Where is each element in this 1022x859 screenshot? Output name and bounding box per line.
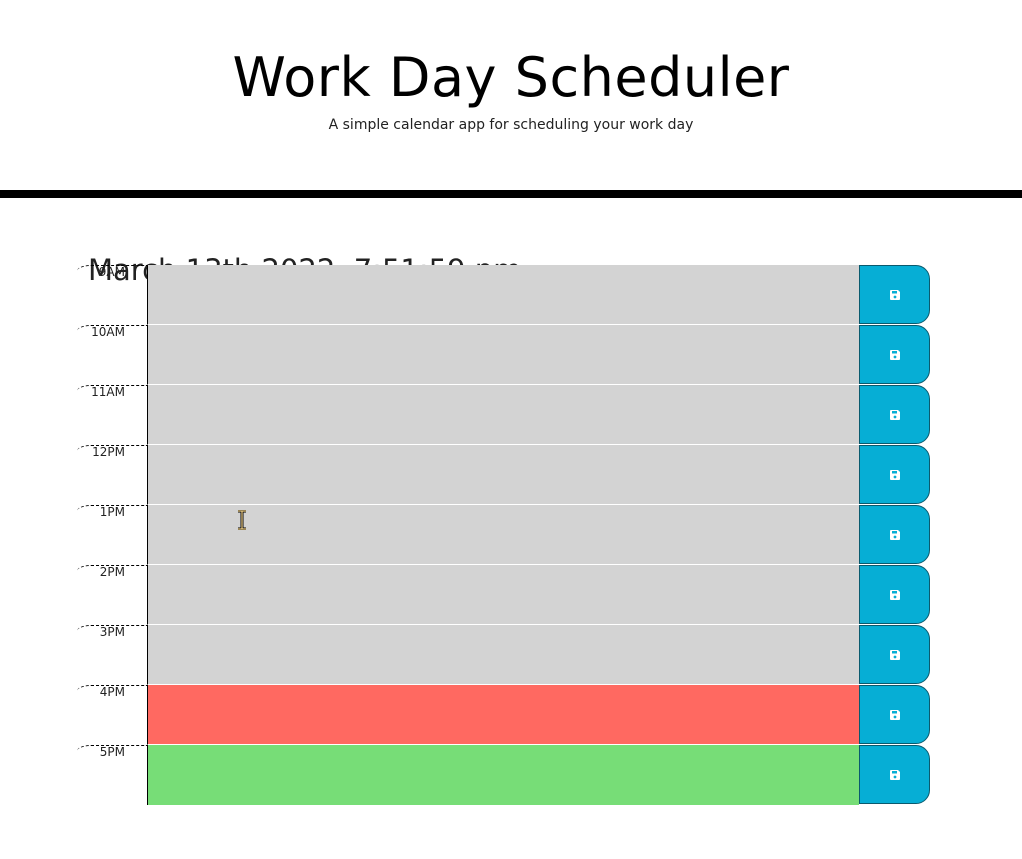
event-textarea[interactable] xyxy=(147,265,859,325)
save-button[interactable] xyxy=(859,325,930,384)
page-title: Work Day Scheduler xyxy=(232,46,790,109)
hour-label: 4PM xyxy=(77,685,147,745)
floppy-disk-icon xyxy=(889,709,900,720)
floppy-disk-icon xyxy=(889,289,900,300)
hour-label: 9AM xyxy=(77,265,147,325)
event-textarea[interactable] xyxy=(147,685,859,745)
save-button[interactable] xyxy=(859,625,930,684)
time-block-row: 4PM xyxy=(77,685,930,745)
time-block-row: 10AM xyxy=(77,325,930,385)
hour-label: 12PM xyxy=(77,445,147,505)
event-textarea[interactable] xyxy=(147,625,859,685)
event-textarea[interactable] xyxy=(147,565,859,625)
hour-label: 10AM xyxy=(77,325,147,385)
time-block-row: 1PM xyxy=(77,505,930,565)
time-block-row: 5PM xyxy=(77,745,930,805)
event-textarea[interactable] xyxy=(147,325,859,385)
floppy-disk-icon xyxy=(889,529,900,540)
save-button[interactable] xyxy=(859,565,930,624)
save-button[interactable] xyxy=(859,745,930,804)
hour-label: 2PM xyxy=(77,565,147,625)
floppy-disk-icon xyxy=(889,409,900,420)
save-button[interactable] xyxy=(859,685,930,744)
hour-label: 11AM xyxy=(77,385,147,445)
time-block-row: 2PM xyxy=(77,565,930,625)
header-divider xyxy=(0,190,1022,198)
time-block-row: 12PM xyxy=(77,445,930,505)
floppy-disk-icon xyxy=(889,589,900,600)
hour-label: 1PM xyxy=(77,505,147,565)
floppy-disk-icon xyxy=(889,649,900,660)
save-button[interactable] xyxy=(859,385,930,444)
time-block-row: 9AM xyxy=(77,265,930,325)
floppy-disk-icon xyxy=(889,469,900,480)
save-button[interactable] xyxy=(859,445,930,504)
save-button[interactable] xyxy=(859,505,930,564)
event-textarea[interactable] xyxy=(147,445,859,505)
floppy-disk-icon xyxy=(889,769,900,780)
floppy-disk-icon xyxy=(889,349,900,360)
hour-label: 5PM xyxy=(77,745,147,805)
page-lead: A simple calendar app for scheduling you… xyxy=(328,117,694,133)
save-button[interactable] xyxy=(859,265,930,324)
event-textarea[interactable] xyxy=(147,505,859,565)
time-block-row: 3PM xyxy=(77,625,930,685)
event-textarea[interactable] xyxy=(147,385,859,445)
time-block-row: 11AM xyxy=(77,385,930,445)
event-textarea[interactable] xyxy=(147,745,859,805)
time-block-list: 9AM 10AM 11AM 12PM 1PM 2PM xyxy=(77,265,930,805)
hour-label: 3PM xyxy=(77,625,147,685)
header: Work Day Scheduler A simple calendar app… xyxy=(0,0,1022,198)
